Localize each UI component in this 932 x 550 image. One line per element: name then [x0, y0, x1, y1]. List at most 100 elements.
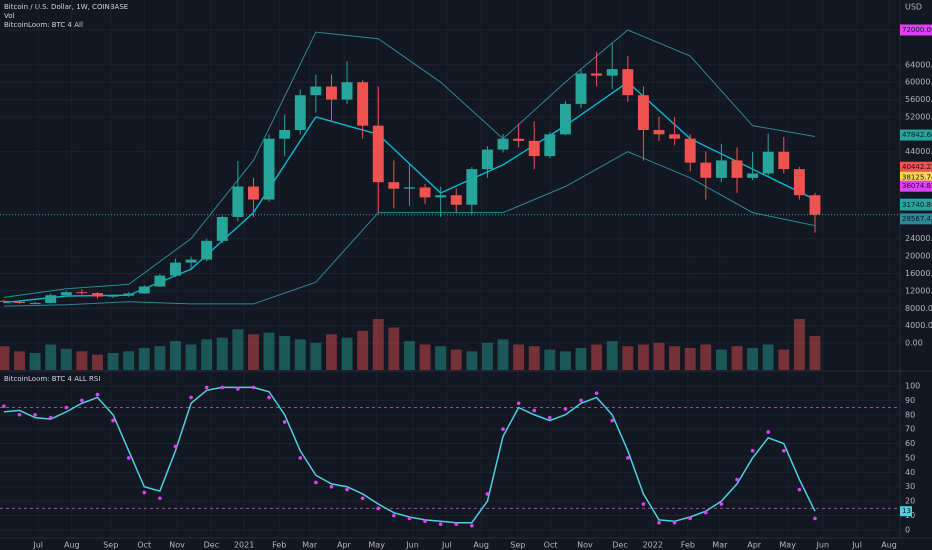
volume-bar: [201, 339, 213, 370]
candle-body: [232, 186, 244, 217]
indicator-label: BitcoinLoom: BTC 4 All: [4, 21, 83, 29]
y-tick-label: 12000.00: [905, 286, 932, 295]
candle-body: [731, 160, 743, 178]
price-label-box: [900, 161, 932, 173]
x-tick-label: Feb: [681, 541, 695, 550]
volume-bar: [60, 348, 72, 370]
x-tick-label: Mar: [302, 541, 318, 550]
volume-bar: [92, 354, 103, 370]
rsi-dot: [189, 395, 193, 400]
candle-body: [466, 169, 478, 205]
volume-bar: [528, 346, 540, 370]
x-tick-label: Jul: [851, 541, 862, 550]
x-tick-label: Apr: [337, 541, 352, 550]
rsi-dot: [423, 519, 427, 524]
candle-body: [0, 300, 10, 302]
rsi-dot: [158, 496, 162, 501]
volume-bar: [232, 329, 244, 370]
x-tick-label: Mar: [712, 541, 728, 550]
indicator-line: [3, 29, 816, 298]
candle-body: [622, 69, 634, 96]
candle-body: [450, 195, 462, 205]
candle-body: [559, 103, 571, 135]
y-tick-label: 56000.00: [905, 95, 932, 104]
candle-body: [528, 140, 540, 157]
candle-body: [76, 292, 88, 294]
x-tick-label: Dec: [612, 541, 627, 550]
price-label-box: [900, 171, 932, 183]
rsi-dot: [33, 412, 37, 417]
y-tick-label: 4000.00: [905, 321, 932, 330]
volume-bar: [341, 337, 353, 370]
candle-body: [513, 138, 525, 141]
volume-bar: [170, 341, 181, 370]
rsi-dot: [641, 502, 646, 506]
y-tick-label: 40: [905, 468, 915, 477]
x-tick-label: Dec: [204, 541, 219, 550]
y-tick-label: 16000.00: [905, 269, 932, 278]
volume-bar: [419, 344, 431, 370]
rsi-dot: [376, 506, 381, 511]
volume-bar: [76, 351, 88, 370]
rsi-dot: [548, 415, 552, 420]
x-tick-label: Jun: [405, 541, 419, 550]
volume-bar: [497, 339, 509, 370]
rsi-dot: [766, 430, 770, 434]
volume-bar: [357, 330, 369, 370]
rsi-dot: [267, 395, 271, 400]
rsi-label-box: [900, 506, 912, 517]
volume-bar: [637, 344, 649, 370]
x-tick-label: Nov: [169, 541, 185, 550]
volume-bar: [778, 349, 790, 370]
rsi-dot: [142, 490, 147, 495]
rsi-dot: [454, 522, 459, 526]
candle-body: [357, 82, 369, 126]
rsi-dot: [719, 502, 724, 506]
x-tick-label: Aug: [64, 541, 80, 550]
x-tick-label: May: [779, 541, 796, 550]
volume-bar: [216, 337, 228, 370]
volume-bar: [747, 347, 759, 370]
candle-body: [29, 303, 41, 305]
candle-body: [14, 301, 25, 304]
rsi-dot: [48, 415, 53, 420]
candle-body: [715, 160, 727, 178]
y-tick-label: 24000.00: [905, 234, 932, 243]
volume-bar: [0, 346, 10, 370]
y-tick-label: 50: [905, 453, 915, 462]
price-label-box: [900, 213, 932, 225]
volume-bar: [606, 341, 618, 370]
volume-bar: [45, 344, 57, 370]
y-tick-label: 70: [905, 425, 915, 434]
rsi-dot: [532, 408, 537, 413]
price-label-box: [900, 199, 932, 211]
rsi-dot: [236, 387, 240, 391]
candle-body: [388, 182, 400, 189]
volume-bar: [653, 342, 665, 370]
volume-bar: [793, 319, 805, 370]
x-tick-label: May: [368, 541, 385, 550]
y-tick-label: 20: [905, 497, 915, 506]
rsi-dot: [579, 398, 583, 403]
rsi-dot: [516, 401, 521, 406]
y-tick-label: 30: [905, 482, 915, 491]
volume-bar: [372, 319, 384, 370]
rsi-dot: [704, 510, 708, 515]
volume-bar: [450, 349, 462, 370]
y-tick-label: 60000.00: [905, 78, 932, 87]
candle-body: [481, 149, 493, 170]
volume-bar: [435, 346, 447, 370]
rsi-dot: [220, 385, 225, 390]
price-label: 36074.82: [902, 182, 932, 190]
volume-bar: [591, 344, 603, 370]
y-tick-label: 20000.00: [905, 252, 932, 261]
volume-bar: [466, 351, 478, 370]
price-label: 72000.00: [902, 26, 932, 34]
price-label: 38125.74: [902, 173, 932, 181]
x-tick-label: Sep: [510, 541, 525, 550]
rsi-dot: [735, 477, 739, 482]
y-tick-label: 64000.00: [905, 60, 932, 69]
axis-label: USD: [905, 3, 922, 12]
rsi-dot: [360, 496, 365, 501]
volume-bar: [809, 336, 821, 370]
